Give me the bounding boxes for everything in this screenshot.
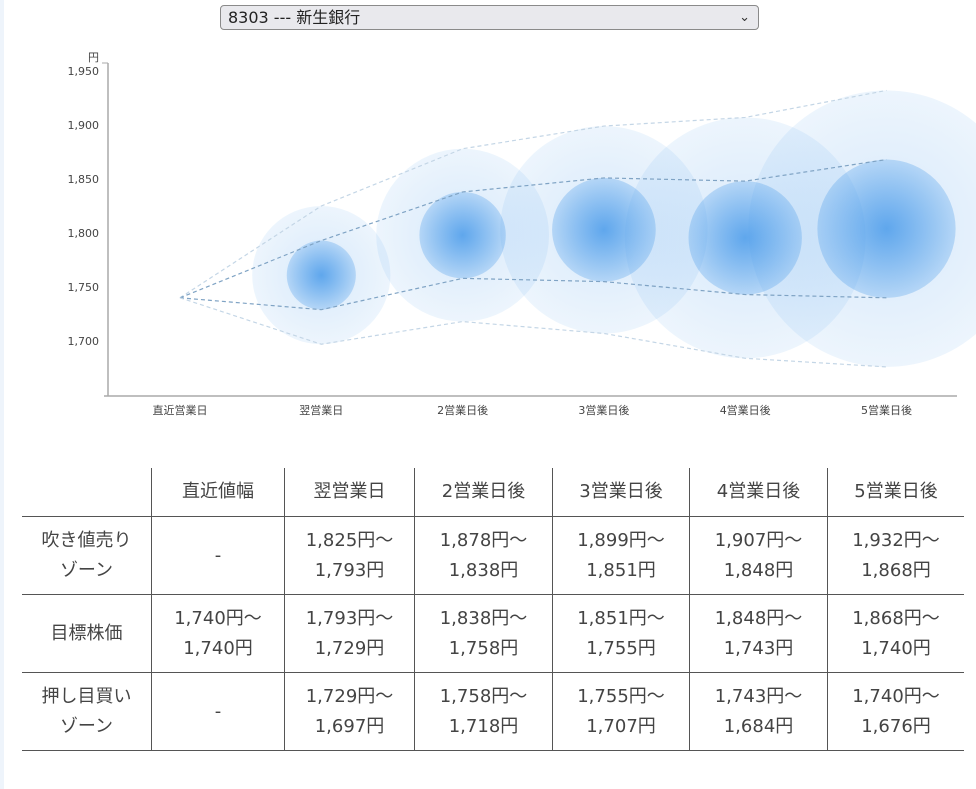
target-lower-line [179,277,887,311]
cell-line: 1,825円～ [305,529,394,551]
cell-line: 1,868円 [861,559,931,581]
cell-line: 1,907円～ [714,529,803,551]
table-cell: 1,740円～ 1,740円 [151,594,285,673]
column-header: 直近値幅 [151,468,285,517]
cell-line: 1,755円～ [577,685,665,707]
target-upper-line [179,158,887,299]
cell-line: 1,851円 [586,559,656,581]
column-header: 5営業日後 [827,468,964,517]
target-range-bubble [419,191,506,279]
stock-select[interactable]: 8303 --- 新生銀行 ⌄ [220,5,759,30]
row-label-line: 押し目買い [41,685,132,707]
y-tick-label: 1,950 [68,65,100,78]
table-cell: 1,878円～ 1,838円 [414,516,553,595]
cell-line: 1,697円 [314,715,385,737]
x-tick-label: 2営業日後 [437,403,488,417]
y-unit-label: 円 [88,51,99,64]
cell-line: 1,848円～ [714,607,803,629]
left-edge [0,0,4,789]
sell-upper-line [179,89,887,299]
cell-line: 1,878円～ [439,529,528,551]
cell-line: 1,758円～ [439,685,528,707]
cell-line: 1,868円～ [852,607,940,629]
row-label: 吹き値売り ゾーン [22,516,152,595]
cell-line: 1,932円～ [852,529,940,551]
cell-line: 1,707円 [586,715,656,737]
cell-line: 1,838円 [448,559,519,581]
cell-line: 1,676円 [861,715,931,737]
column-header: 2営業日後 [414,468,553,517]
cell-line: 1,729円～ [305,685,394,707]
row-label: 目標株価 [22,594,152,673]
table-cell: 1,740円～ 1,676円 [827,672,964,751]
column-header: 3営業日後 [552,468,690,517]
column-header [22,468,152,517]
column-header: 4営業日後 [689,468,828,517]
table-cell: 1,838円～ 1,758円 [414,594,553,673]
cell-line: 1,729円 [314,637,385,659]
cell-line: 1,740円 [861,637,931,659]
target-range-bubble [286,240,356,310]
table-cell: 1,825円～ 1,793円 [284,516,415,595]
table-row: 目標株価 1,740円～ 1,740円 1,793円～ 1,729円 1,838円～ 1,7… [22,594,964,673]
y-tick-label: 1,900 [68,119,100,132]
table-cell: 1,899円～ 1,851円 [552,516,690,595]
x-tick-label: 3営業日後 [578,403,629,417]
row-label-line: 吹き値売り [41,529,132,551]
cell-line: - [214,700,222,722]
table-cell: - [151,516,285,595]
y-tick-label: 1,750 [68,281,100,294]
cell-line: 1,793円～ [305,607,394,629]
cell-line: 1,899円～ [577,529,665,551]
cell-line: 1,718円 [448,715,519,737]
table-row: 押し目買いゾーン - 1,729円～ 1,697円 1,758円～ 1,718円 1,755… [22,672,964,751]
table-cell: 1,743円～ 1,684円 [689,672,828,751]
column-header: 翌営業日 [284,468,415,517]
forecast-table: 直近値幅 翌営業日 2営業日後 3営業日後 4営業日後 5営業日後 吹き値売りゾーン - 1,… [22,468,964,751]
table-cell: 1,793円～ 1,729円 [284,594,415,673]
x-tick-label: 直近営業日 [153,403,208,417]
cell-line: 1,838円～ [439,607,528,629]
cell-line: 1,793円 [314,559,385,581]
cell-line: 1,848円 [723,559,794,581]
table-cell: - [151,672,285,751]
table-cell: 1,868円～ 1,740円 [827,594,964,673]
cell-line: 1,743円～ [714,685,803,707]
table-cell: 1,848円～ 1,743円 [689,594,828,673]
y-tick-label: 1,850 [68,173,100,186]
y-tick-label: 1,800 [68,227,100,240]
table-cell: 1,932円～ 1,868円 [827,516,964,595]
chevron-down-icon: ⌄ [739,10,750,25]
y-tick-label: 1,700 [68,335,100,348]
row-label: 押し目買い ゾーン [22,672,152,751]
cell-line: 1,743円 [723,637,794,659]
x-tick-label: 翌営業日 [299,403,343,417]
row-label-line: ゾーン [59,559,114,581]
x-tick-label: 5営業日後 [861,403,912,417]
cell-line: 1,740円～ [852,685,940,707]
table-cell: 1,851円～ 1,755円 [552,594,690,673]
forecast-chart: 円1,950 1,900 1,850 1,800 1,750 1,700 直近営業日 翌営業日… [68,51,976,417]
table-cell: 1,755円～ 1,707円 [552,672,690,751]
stock-select-value: 8303 --- 新生銀行 [228,8,361,27]
row-label-line: ゾーン [59,715,114,737]
table-cell: 1,907円～ 1,848円 [689,516,828,595]
cell-line: 1,851円～ [577,607,665,629]
table-cell: 1,729円～ 1,697円 [284,672,415,751]
table-row: 吹き値売りゾーン - 1,825円～ 1,793円 1,878円～ 1,838円 1,899… [22,516,964,595]
x-tick-label: 4営業日後 [720,403,771,417]
cell-line: 1,758円 [448,637,519,659]
cell-line: 1,755円 [586,637,656,659]
cell-line: 1,684円 [723,715,794,737]
cell-line: - [214,544,222,566]
cell-line: 1,740円 [183,637,253,659]
cell-line: 1,740円～ [174,607,262,629]
row-label-line: 目標株価 [50,622,123,644]
target-range-bubble [817,159,956,298]
table-cell: 1,758円～ 1,718円 [414,672,553,751]
